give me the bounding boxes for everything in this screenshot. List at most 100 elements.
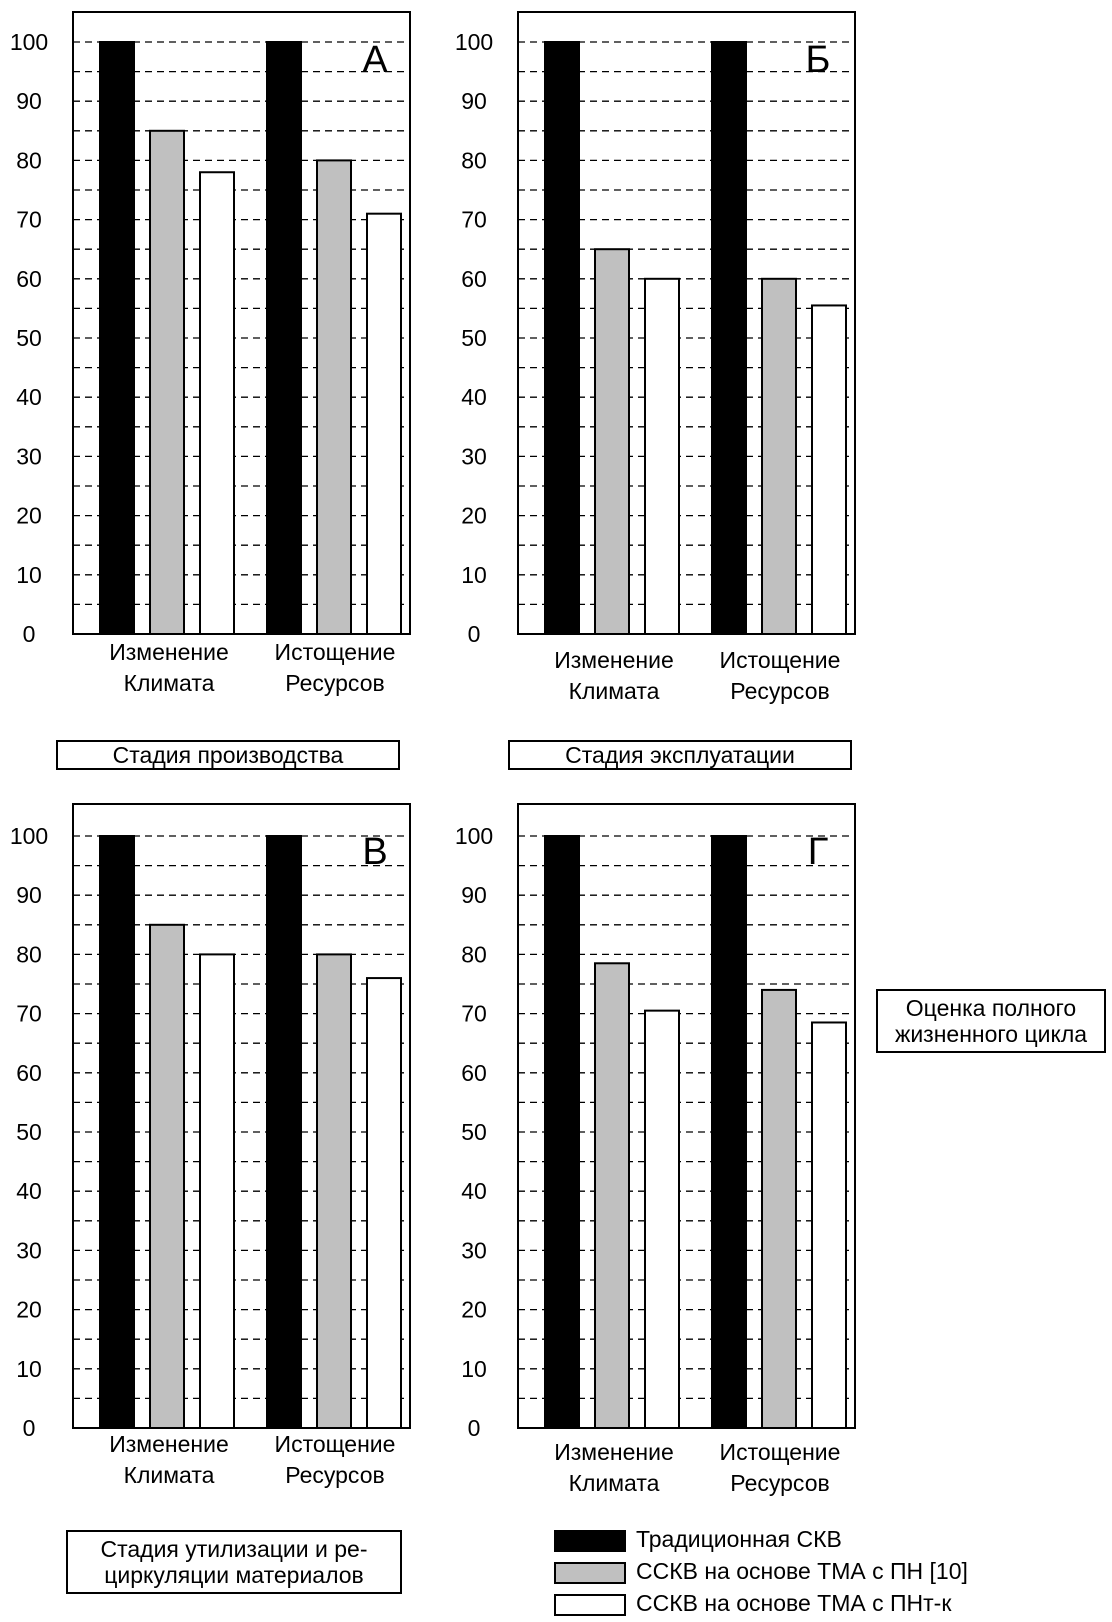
y-tick-label: 0 xyxy=(468,621,481,647)
stage-recycling-label-line1: Стадия утилизации и ре- xyxy=(100,1536,368,1562)
legend-label-traditional: Традиционная СКВ xyxy=(636,1526,842,1552)
category-label: Изменение xyxy=(109,639,229,665)
bar xyxy=(594,248,630,635)
panel-letter: Г xyxy=(808,831,829,873)
y-tick-label: 50 xyxy=(461,325,487,351)
y-tick-label: 50 xyxy=(16,325,42,351)
y-tick-label: 80 xyxy=(16,147,42,173)
bar xyxy=(366,212,402,635)
bar xyxy=(149,129,185,636)
stage-full-cycle-label-line1: Оценка полного xyxy=(905,995,1077,1021)
panel-letter: Б xyxy=(806,39,831,81)
y-tick-label: 0 xyxy=(468,1415,481,1441)
category-label: Ресурсов xyxy=(285,1462,384,1488)
legend-swatch-gray xyxy=(554,1562,626,1584)
category-label: Климата xyxy=(569,1470,660,1496)
legend-label-tma-pn: ССКВ на основе ТМА с ПН [10] xyxy=(636,1558,968,1584)
bar xyxy=(711,41,747,635)
y-tick-label: 50 xyxy=(461,1119,487,1145)
y-tick-label: 20 xyxy=(461,1297,487,1323)
category-label: Климата xyxy=(569,678,660,704)
bar xyxy=(266,41,302,635)
panel-letter: А xyxy=(362,39,388,81)
bar xyxy=(811,1021,847,1429)
y-tick-label: 80 xyxy=(461,941,487,967)
y-tick-label: 20 xyxy=(16,503,42,529)
y-tick-label: 10 xyxy=(461,1356,487,1382)
y-tick-label: 90 xyxy=(16,882,42,908)
category-label: Ресурсов xyxy=(730,678,829,704)
y-tick-label: 30 xyxy=(461,1237,487,1263)
bar xyxy=(644,1009,680,1429)
y-tick-label: 80 xyxy=(461,147,487,173)
category-label: Ресурсов xyxy=(730,1470,829,1496)
category-label: Климата xyxy=(124,670,215,696)
y-tick-label: 50 xyxy=(16,1119,42,1145)
y-tick-label: 60 xyxy=(461,266,487,292)
stage-production-label: Стадия производства xyxy=(112,742,344,768)
category-label: Истощение xyxy=(275,1431,396,1457)
category-label: Изменение xyxy=(109,1431,229,1457)
y-tick-label: 100 xyxy=(455,29,493,55)
y-tick-label: 70 xyxy=(461,207,487,233)
legend-label-tma-pntk: ССКВ на основе ТМА с ПНт-к xyxy=(636,1590,952,1616)
y-tick-label: 60 xyxy=(16,1060,42,1086)
y-tick-label: 70 xyxy=(16,1001,42,1027)
y-tick-label: 100 xyxy=(10,823,48,849)
bar xyxy=(149,923,185,1429)
bar xyxy=(711,835,747,1429)
bar xyxy=(366,977,402,1430)
y-tick-label: 30 xyxy=(16,1237,42,1263)
category-label: Истощение xyxy=(275,639,396,665)
y-tick-label: 20 xyxy=(16,1297,42,1323)
stage-operation-box: Стадия эксплуатации xyxy=(508,740,852,770)
legend-swatch-white xyxy=(554,1594,626,1616)
y-tick-label: 100 xyxy=(455,823,493,849)
category-label: Истощение xyxy=(720,1439,841,1465)
category-label: Ресурсов xyxy=(285,670,384,696)
bar xyxy=(316,953,352,1430)
y-tick-label: 10 xyxy=(461,562,487,588)
category-label: Изменение xyxy=(554,647,674,673)
y-tick-label: 100 xyxy=(10,29,48,55)
category-label: Климата xyxy=(124,1462,215,1488)
y-tick-label: 90 xyxy=(16,88,42,114)
stage-recycling-box: Стадия утилизации и ре- циркуляции матер… xyxy=(66,1530,402,1594)
bar xyxy=(316,159,352,635)
y-tick-label: 40 xyxy=(16,1178,42,1204)
y-tick-label: 0 xyxy=(23,1415,36,1441)
y-tick-label: 20 xyxy=(461,503,487,529)
stage-full-cycle-box: Оценка полного жизненного цикла xyxy=(876,989,1106,1053)
stage-full-cycle-label-line2: жизненного цикла xyxy=(894,1021,1088,1047)
bar xyxy=(544,835,580,1429)
y-tick-label: 70 xyxy=(16,207,42,233)
category-label: Изменение xyxy=(554,1439,674,1465)
stage-recycling-label-line2: циркуляции материалов xyxy=(104,1562,364,1588)
y-tick-label: 80 xyxy=(16,941,42,967)
y-tick-label: 40 xyxy=(461,1178,487,1204)
bar xyxy=(99,835,135,1429)
y-tick-label: 60 xyxy=(461,1060,487,1086)
y-tick-label: 40 xyxy=(461,384,487,410)
bar xyxy=(199,171,235,636)
bar xyxy=(266,835,302,1429)
bar xyxy=(99,41,135,635)
stage-production-box: Стадия производства xyxy=(56,740,400,770)
bar xyxy=(544,41,580,635)
y-tick-label: 60 xyxy=(16,266,42,292)
bar xyxy=(761,277,797,635)
y-tick-label: 90 xyxy=(461,88,487,114)
legend-swatch-black xyxy=(554,1530,626,1552)
bar xyxy=(199,953,235,1430)
y-tick-label: 70 xyxy=(461,1001,487,1027)
y-tick-label: 10 xyxy=(16,562,42,588)
y-tick-label: 30 xyxy=(16,443,42,469)
category-label: Истощение xyxy=(720,647,841,673)
bar xyxy=(761,988,797,1429)
y-tick-label: 0 xyxy=(23,621,36,647)
bar xyxy=(811,304,847,635)
bar xyxy=(594,962,630,1430)
stage-operation-label: Стадия эксплуатации xyxy=(565,742,795,768)
y-tick-label: 10 xyxy=(16,1356,42,1382)
